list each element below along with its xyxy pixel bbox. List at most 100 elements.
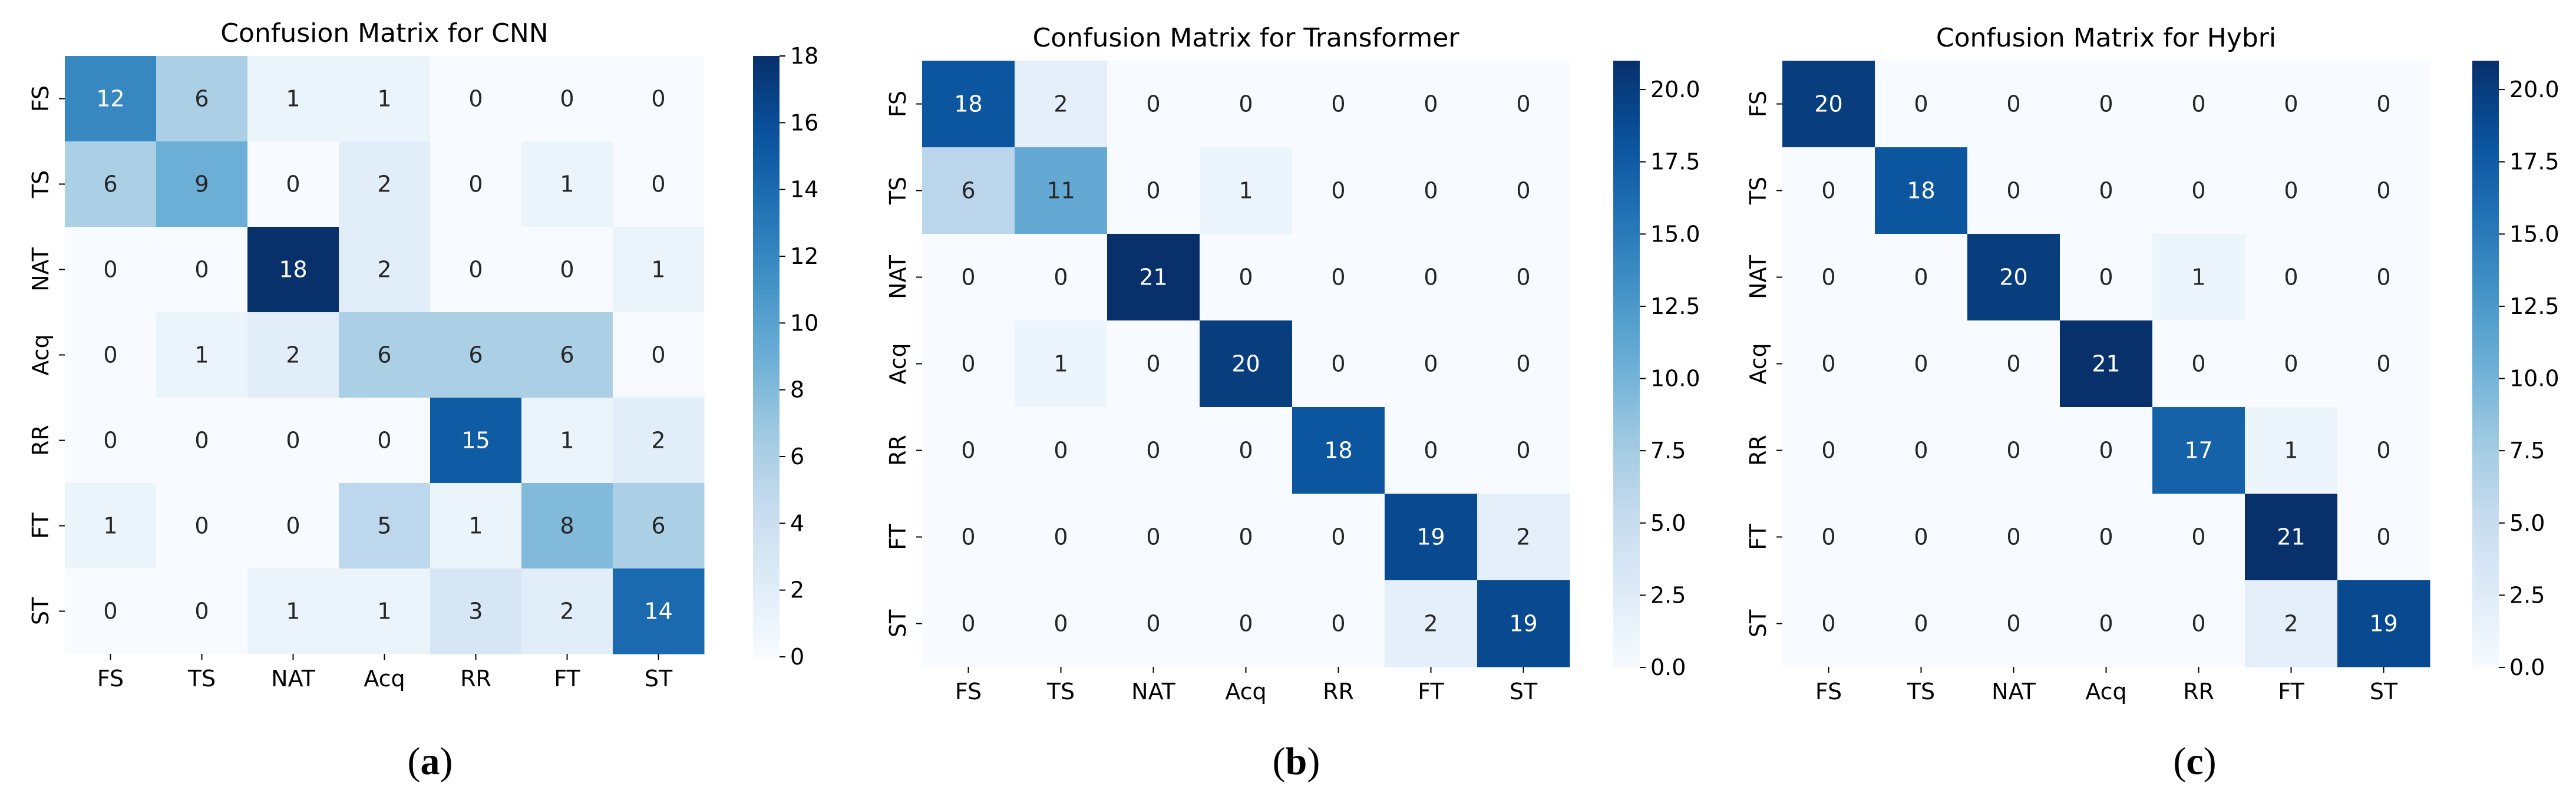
cell-value-2-3-6: 0 (2376, 351, 2390, 377)
heatmap-cell-2-3-3 (2060, 320, 2153, 408)
x-tick-label-0-3: Acq (364, 666, 405, 692)
heatmap-cell-1-4-2 (1107, 407, 1200, 494)
caption-a-letter: a (420, 740, 440, 783)
x-tick-label-2-2: NAT (1992, 679, 2036, 705)
heatmap-cell-2-4-1 (1875, 407, 1968, 494)
cell-value-1-2-6: 0 (1516, 265, 1530, 290)
heatmap-cell-1-5-2 (1107, 494, 1200, 581)
heatmap-cell-2-0-5 (2245, 61, 2338, 148)
x-tick-label-1-5: FT (1418, 679, 1444, 705)
cell-value-1-2-4: 0 (1331, 265, 1345, 290)
cell-value-0-3-6: 0 (651, 342, 665, 368)
caption-a-close: ) (440, 740, 453, 783)
cell-value-2-3-3: 21 (2092, 351, 2120, 377)
heatmap-cell-2-2-4 (2152, 234, 2245, 321)
cell-value-1-3-6: 0 (1516, 351, 1530, 377)
heatmap-cell-1-5-0 (922, 494, 1015, 581)
x-tick-label-2-3: Acq (2085, 679, 2126, 705)
cell-value-2-0-6: 0 (2376, 91, 2390, 117)
cell-value-1-1-3: 1 (1239, 178, 1253, 204)
cell-value-0-0-0: 12 (96, 86, 124, 112)
colorbar-tick-label-0-4: 8 (790, 377, 804, 403)
heatmap-cell-2-4-3 (2060, 407, 2153, 494)
colorbar-tick-label-0-2: 4 (790, 510, 804, 536)
y-tick-label-0-6: ST (28, 597, 54, 625)
cell-value-0-1-1: 9 (194, 171, 209, 197)
heatmap-cell-0-4-1 (156, 398, 248, 484)
heatmap-cell-0-5-3 (339, 483, 431, 569)
heatmap-cell-2-4-6 (2337, 407, 2430, 494)
cell-value-0-4-4: 15 (461, 428, 490, 454)
heatmap-cell-0-1-5 (521, 141, 613, 227)
x-tick-label-2-1: TS (1907, 679, 1935, 705)
heatmap-cell-2-2-5 (2245, 234, 2338, 321)
cell-value-0-1-0: 6 (103, 171, 117, 197)
heatmap-cell-0-5-6 (613, 483, 705, 569)
cell-value-2-3-1: 0 (1914, 351, 1928, 377)
cell-value-0-2-4: 0 (468, 257, 483, 283)
colorbar-0 (753, 56, 780, 657)
y-tick-label-1-6: ST (885, 609, 911, 637)
caption-c-close: ) (2203, 740, 2217, 783)
cell-value-2-3-0: 0 (1821, 351, 1835, 377)
x-tick-label-2-0: FS (1815, 679, 1842, 705)
heatmap-cell-2-5-0 (1782, 494, 1875, 581)
heatmap-cell-0-1-4 (430, 141, 522, 227)
heatmap-cell-1-0-1 (1015, 61, 1108, 148)
y-tick-label-2-3: Acq (1745, 343, 1771, 384)
cell-value-2-1-1: 18 (1907, 178, 1935, 204)
heatmap-cell-2-4-4 (2152, 407, 2245, 494)
heatmap-cell-1-4-4 (1292, 407, 1385, 494)
heatmap-cell-1-5-4 (1292, 494, 1385, 581)
heatmap-cell-2-5-4 (2152, 494, 2245, 581)
colorbar-tick-label-2-1: 2.5 (2509, 582, 2545, 608)
heatmap-cell-0-3-2 (247, 312, 339, 398)
heatmap-cell-1-4-0 (922, 407, 1015, 494)
heatmap-cell-2-2-6 (2337, 234, 2430, 321)
heatmap-cell-2-6-1 (1875, 580, 1968, 667)
cell-value-0-5-1: 0 (194, 513, 209, 539)
heatmap-cell-0-1-6 (613, 141, 705, 227)
heatmap-cell-2-6-3 (2060, 580, 2153, 667)
cell-value-2-0-4: 0 (2191, 91, 2205, 117)
colorbar-1 (1613, 61, 1640, 667)
y-tick-label-2-4: RR (1745, 435, 1771, 466)
cell-value-0-2-6: 1 (651, 257, 665, 283)
cell-value-0-5-3: 5 (377, 513, 391, 539)
cell-value-2-0-5: 0 (2284, 91, 2298, 117)
heatmap-cell-2-4-2 (1967, 407, 2060, 494)
y-tick-label-0-5: FT (28, 513, 54, 539)
cell-value-1-5-1: 0 (1053, 524, 1068, 550)
cell-value-1-3-1: 1 (1053, 351, 1068, 377)
cell-value-0-6-2: 1 (286, 599, 300, 624)
cell-value-0-3-4: 6 (468, 342, 483, 368)
heatmap-cell-1-4-1 (1015, 407, 1108, 494)
heatmap-cell-0-2-4 (430, 227, 522, 313)
heatmap-cell-2-0-6 (2337, 61, 2430, 148)
heatmap-cell-1-2-3 (1200, 234, 1293, 321)
cell-value-1-1-0: 6 (961, 178, 975, 204)
colorbar-tick-label-1-1: 2.5 (1650, 582, 1686, 608)
heatmap-cell-1-2-5 (1385, 234, 1478, 321)
cell-value-0-1-2: 0 (286, 171, 300, 197)
cell-value-1-1-4: 0 (1331, 178, 1345, 204)
colorbar-tick-label-2-8: 20.0 (2509, 77, 2560, 103)
cell-value-1-5-5: 19 (1416, 524, 1445, 550)
caption-b: (b) (1249, 739, 1343, 784)
cell-value-2-1-0: 0 (1821, 178, 1835, 204)
heatmap-cell-2-5-6 (2337, 494, 2430, 581)
heatmap-cell-2-3-2 (1967, 320, 2060, 408)
heatmap-cell-1-3-5 (1385, 320, 1478, 408)
colorbar-2 (2472, 61, 2499, 667)
cell-value-2-2-4: 1 (2191, 265, 2205, 290)
heatmap-cell-1-1-5 (1385, 147, 1478, 234)
cell-value-2-6-3: 0 (2099, 611, 2113, 637)
heatmap-cell-2-3-1 (1875, 320, 1968, 408)
heatmap-cell-2-3-4 (2152, 320, 2245, 408)
heatmap-cell-0-1-3 (339, 141, 431, 227)
y-tick-label-2-2: NAT (1745, 254, 1771, 299)
cell-value-2-6-1: 0 (1914, 611, 1928, 637)
heatmap-cell-1-4-5 (1385, 407, 1478, 494)
